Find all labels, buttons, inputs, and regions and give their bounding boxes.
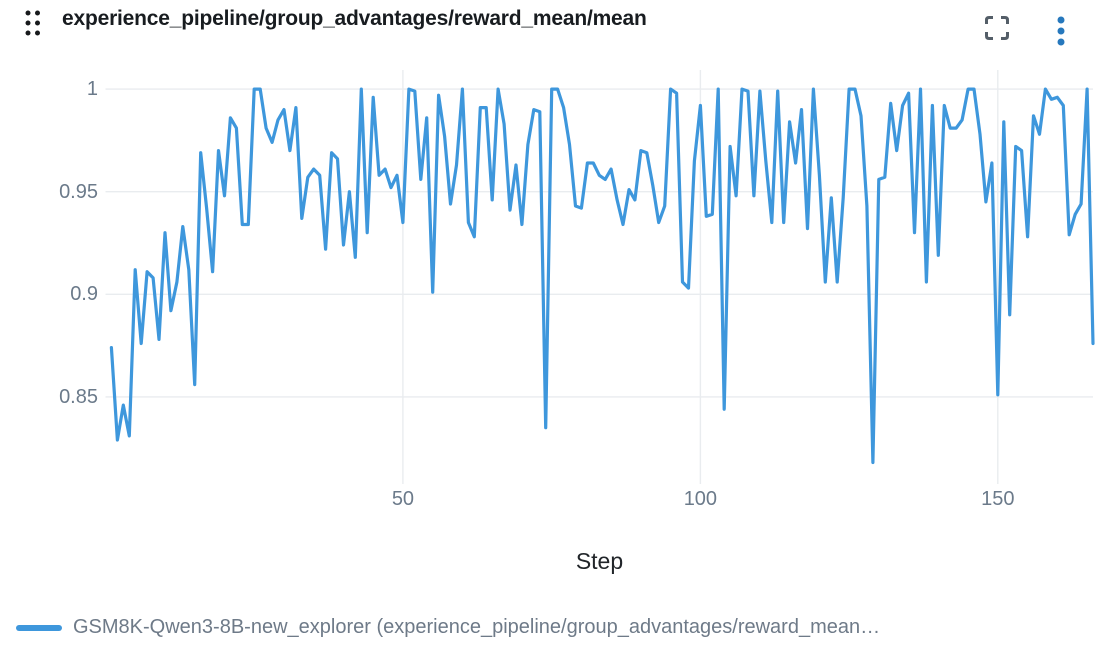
y-tick-label: 0.9: [70, 283, 98, 306]
gridlines: [105, 70, 1093, 484]
y-tick-label: 0.95: [59, 180, 98, 203]
legend-run-label: GSM8K-Qwen3-8B-new_explorer (experience_…: [73, 616, 881, 638]
panel-menu-button[interactable]: [1053, 14, 1069, 51]
panel-title: experience_pipeline/group_advantages/rew…: [62, 7, 647, 30]
legend-line-swatch: [16, 624, 62, 631]
legend-item[interactable]: GSM8K-Qwen3-8B-new_explorer (experience_…: [16, 616, 880, 639]
x-axis-title: Step: [575, 548, 624, 574]
x-tick-label: 150: [981, 488, 1015, 510]
drag-handle-dots: [25, 10, 40, 36]
fullscreen-icon: [985, 16, 1009, 40]
y-tick-label: 0.85: [59, 385, 98, 408]
kebab-menu-icon: [1057, 16, 1065, 46]
y-tick-label: 1: [86, 78, 98, 101]
x-tick-label: 100: [683, 488, 718, 510]
fullscreen-button[interactable]: [983, 14, 1011, 45]
drag-handle-icon[interactable]: [23, 9, 43, 37]
series-line[interactable]: [109, 87, 1095, 465]
x-tick-label: 50: [391, 488, 415, 510]
